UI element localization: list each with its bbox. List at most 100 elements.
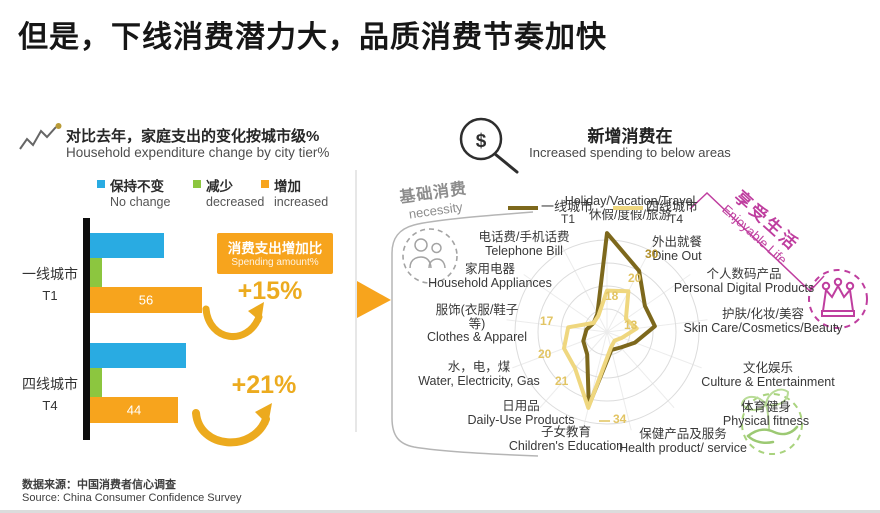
bar-value-label: 56 bbox=[138, 292, 154, 308]
radar-axis-label-line: Holiday/Vacation/Travel bbox=[564, 194, 696, 208]
hand-plant-icon bbox=[740, 388, 803, 455]
spending-callout-zh: 消费支出增加比 bbox=[227, 241, 323, 256]
bar-segment: 44 bbox=[90, 397, 178, 423]
radar-axis-label-line: Physical fitness bbox=[722, 413, 810, 428]
radar-spoke bbox=[539, 331, 608, 409]
radar-axis-label-line: Health product/ service bbox=[619, 440, 747, 455]
radar-axis-label: 日用品 Daily-Use Products bbox=[467, 399, 575, 427]
radar-spoke bbox=[606, 242, 655, 333]
radar-axis-label-line: 保健产品及服务 bbox=[639, 427, 727, 441]
radar-series bbox=[562, 288, 639, 410]
enjoyable-bracket bbox=[689, 191, 825, 293]
radar-axis-label: 个人数码产品 Personal Digital Products bbox=[673, 267, 815, 295]
radar-axis-label-line: Personal Digital Products bbox=[673, 280, 815, 295]
radar-axis-label-line: Daily-Use Products bbox=[467, 412, 575, 427]
legend-item: 保持不变 No change bbox=[97, 175, 170, 209]
radar-axis-label: Holiday/Vacation/Travel 休假/度假/旅游 bbox=[564, 194, 696, 222]
legend-label-en: decreased bbox=[206, 195, 265, 209]
legend-label-en: No change bbox=[110, 195, 171, 209]
legend-text: 增加 increased bbox=[274, 175, 328, 209]
radar-value-label: 17 bbox=[540, 314, 554, 328]
bar-segment bbox=[90, 343, 186, 368]
radar-spoke bbox=[512, 331, 608, 369]
radar-axis-label-line: 护肤/化妆/美容 bbox=[722, 307, 804, 321]
dollar-magnifier-icon: $ bbox=[459, 117, 519, 174]
bar-category-label: 四线城市 bbox=[22, 376, 78, 392]
radar-value-label: 21 bbox=[555, 374, 569, 388]
radar-axis-label-line: 个人数码产品 bbox=[706, 267, 782, 281]
radar-axis-label: 电话费/手机话费 Telephone Bill bbox=[478, 230, 570, 258]
radar-axis-label-line: 家用电器 bbox=[464, 262, 516, 276]
bar-value-label: 44 bbox=[126, 402, 142, 418]
bar-segment bbox=[90, 233, 164, 258]
spending-callout-en: Spending amount% bbox=[231, 257, 319, 268]
legend-text: 保持不变 No change bbox=[110, 175, 170, 209]
radar-axis-label-line: Children's Education bbox=[508, 438, 624, 453]
radar-axis-label-line: Skin Care/Cosmetics/Beauty bbox=[683, 320, 843, 335]
radar-ring bbox=[560, 285, 654, 379]
radar-value-label: 20 bbox=[628, 271, 642, 285]
radar-value-label: 20 bbox=[538, 347, 552, 361]
radar-value-label: 18 bbox=[605, 289, 619, 303]
radar-axis-label: 文化娱乐 Culture & Entertainment bbox=[701, 361, 835, 389]
growth-t1: +15% bbox=[237, 277, 303, 305]
swoosh-arrow-t1-icon bbox=[202, 302, 264, 341]
growth-t4: +21% bbox=[231, 371, 297, 399]
radar-value-label: 34 bbox=[613, 412, 627, 426]
radar-axis-label: 外出就餐 Dine Out bbox=[652, 235, 702, 263]
radar-axis-label: 家用电器 Household Appliances bbox=[428, 262, 552, 290]
dollar-glyph: $ bbox=[476, 131, 487, 152]
legend-item: 增加 increased bbox=[261, 175, 328, 209]
right-heading-zh: 新增消费在 bbox=[587, 127, 673, 146]
bar-category-label: 一线城市 bbox=[22, 266, 78, 282]
legend-swatch bbox=[97, 180, 105, 188]
bar-axis bbox=[83, 218, 90, 440]
legend-item: 减少 decreased bbox=[193, 175, 264, 209]
people-icon bbox=[402, 228, 458, 284]
radar-chart bbox=[506, 230, 708, 431]
legend-text: 减少 decreased bbox=[206, 175, 264, 209]
radar-axis-label-line: 电话费/手机话费 bbox=[478, 230, 570, 244]
source-line-en: Source: China Consumer Confidence Survey bbox=[22, 492, 242, 504]
radar-spoke bbox=[606, 274, 691, 333]
radar-axis-label-line: Telephone Bill bbox=[485, 243, 563, 258]
swoosh-arrow-t4-icon bbox=[192, 403, 272, 447]
radar-axis-label-line: 等) bbox=[468, 316, 486, 331]
radar-legend-tier: T4 bbox=[668, 212, 683, 226]
radar-axis-label-line: 日用品 bbox=[502, 399, 540, 413]
radar-axis-label-line: 子女教育 bbox=[540, 425, 592, 439]
bar-tier-label: T1 bbox=[42, 288, 58, 303]
radar-axis-label: 水，电，煤 Water, Electricity, Gas bbox=[418, 360, 540, 388]
crown-icon bbox=[808, 269, 868, 329]
radar-legend-label: 四线城市 bbox=[646, 199, 699, 214]
bar-tier-label: T4 bbox=[42, 398, 58, 413]
radar-axis-label-line: 文化娱乐 bbox=[742, 361, 793, 375]
legend-label-zh: 减少 bbox=[206, 179, 233, 194]
source-line-zh: 数据来源：中国消费者信心调查 bbox=[22, 479, 176, 491]
spending-callout: 消费支出增加比 Spending amount% bbox=[217, 233, 333, 274]
radar-axis-label-line: Clothes & Apparel bbox=[426, 330, 528, 344]
left-heading-zh: 对比去年，家庭支出的变化按城市级% bbox=[66, 128, 320, 145]
necessity-bracket bbox=[391, 211, 539, 457]
legend-swatch bbox=[261, 180, 269, 188]
legend-swatch bbox=[193, 180, 201, 188]
radar-axis-label-line: 体育健身 bbox=[740, 400, 791, 414]
bar-segment: 56 bbox=[90, 287, 202, 313]
legend-label-zh: 增加 bbox=[274, 179, 301, 194]
radar-spoke bbox=[606, 319, 708, 333]
radar-spoke bbox=[506, 319, 608, 333]
radar-axis-label: 护肤/化妆/美容 Skin Care/Cosmetics/Beauty bbox=[683, 307, 843, 335]
trend-line-icon bbox=[19, 123, 62, 150]
radar-axis-label: 子女教育 Children's Education bbox=[508, 425, 624, 453]
radar-axis-label-line: 服饰(衣服/鞋子 bbox=[435, 303, 519, 317]
bar-segment bbox=[90, 368, 102, 397]
right-heading-en: Increased spending to below areas bbox=[529, 145, 731, 160]
radar-axis-label-line: Culture & Entertainment bbox=[701, 374, 835, 389]
flow-arrow-icon bbox=[357, 281, 391, 318]
bar-segment bbox=[90, 258, 102, 287]
radar-legend-swatch bbox=[613, 206, 643, 210]
radar-value-label: 30 bbox=[645, 247, 659, 261]
radar-legend-tier: T1 bbox=[560, 212, 575, 226]
radar-axis-label-line: 水，电，煤 bbox=[447, 360, 511, 374]
